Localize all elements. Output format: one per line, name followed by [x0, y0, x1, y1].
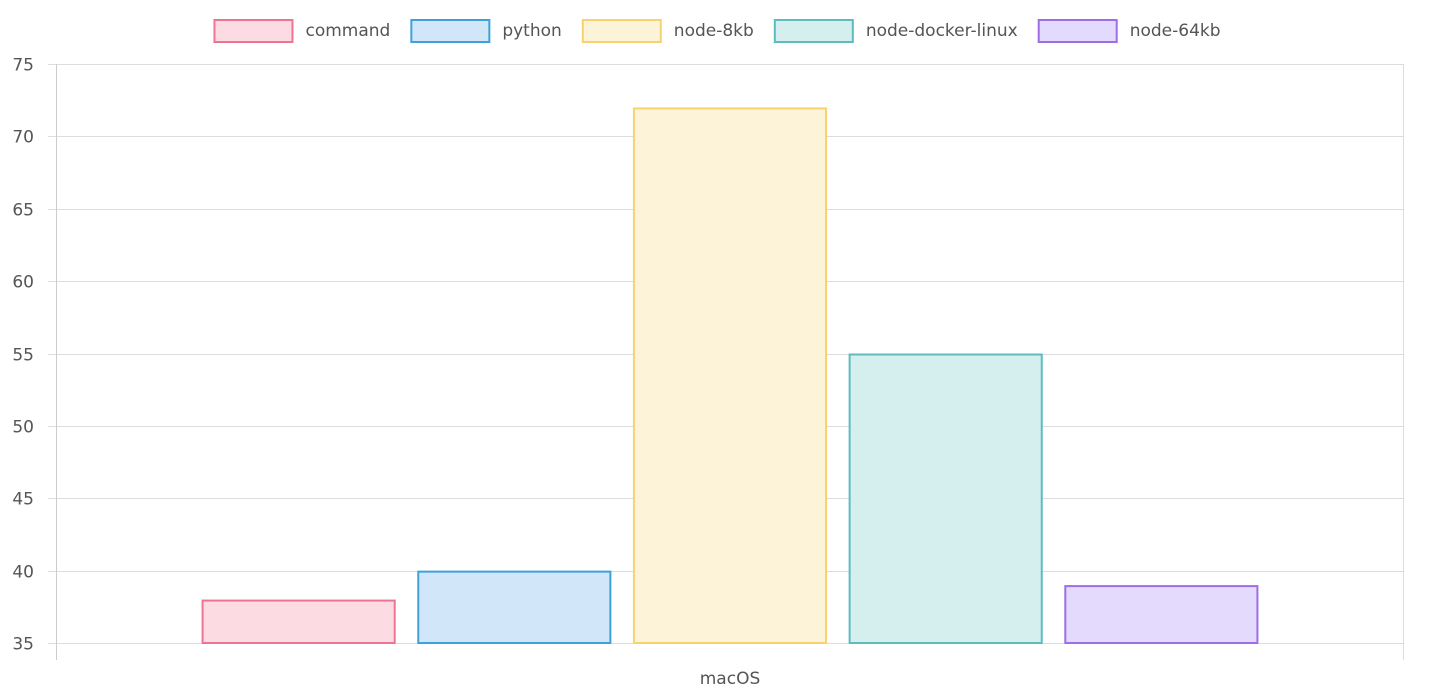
legend-swatch-python — [410, 19, 491, 43]
legend-label-node-docker-linux: node-docker-linux — [866, 21, 1018, 41]
axes: 35 40 45 50 55 60 65 70 75 macOS — [12, 56, 1404, 689]
y-tick-label-40: 40 — [12, 563, 34, 583]
legend-swatch-node-docker-linux — [773, 19, 854, 43]
legend-label-python: python — [502, 21, 561, 41]
legend-item-node-64kb: node-64kb — [1037, 19, 1221, 43]
legend-swatch-node-64kb — [1037, 19, 1118, 43]
legend-item-node-docker-linux: node-docker-linux — [773, 19, 1018, 43]
bars — [201, 107, 1259, 645]
y-tick-label-35: 35 — [12, 635, 34, 655]
x-tick-label-macOS: macOS — [700, 669, 761, 689]
bar-node-docker-linux — [848, 353, 1043, 644]
legend: command python node-8kb node-docker-linux no… — [213, 19, 1221, 43]
y-tick-label-50: 50 — [12, 418, 34, 438]
legend-label-node-8kb: node-8kb — [674, 21, 754, 41]
bar-python — [417, 570, 612, 644]
y-tick-label-55: 55 — [12, 346, 34, 366]
legend-item-python: python — [410, 19, 562, 43]
legend-label-command: command — [305, 21, 390, 41]
bar-node-8kb — [632, 107, 828, 645]
legend-swatch-node-8kb — [581, 19, 662, 43]
legend-label-node-64kb: node-64kb — [1130, 21, 1221, 41]
y-tick-label-45: 45 — [12, 490, 34, 510]
bar-node-64kb — [1064, 585, 1259, 644]
legend-swatch-command — [213, 19, 294, 43]
bar-command — [201, 599, 396, 645]
y-tick-label-70: 70 — [12, 128, 34, 148]
legend-item-node-8kb: node-8kb — [581, 19, 754, 43]
y-tick-label-60: 60 — [12, 273, 34, 293]
y-tick-label-65: 65 — [12, 201, 34, 221]
y-tick-label-75: 75 — [12, 56, 34, 76]
legend-item-command: command — [213, 19, 390, 43]
